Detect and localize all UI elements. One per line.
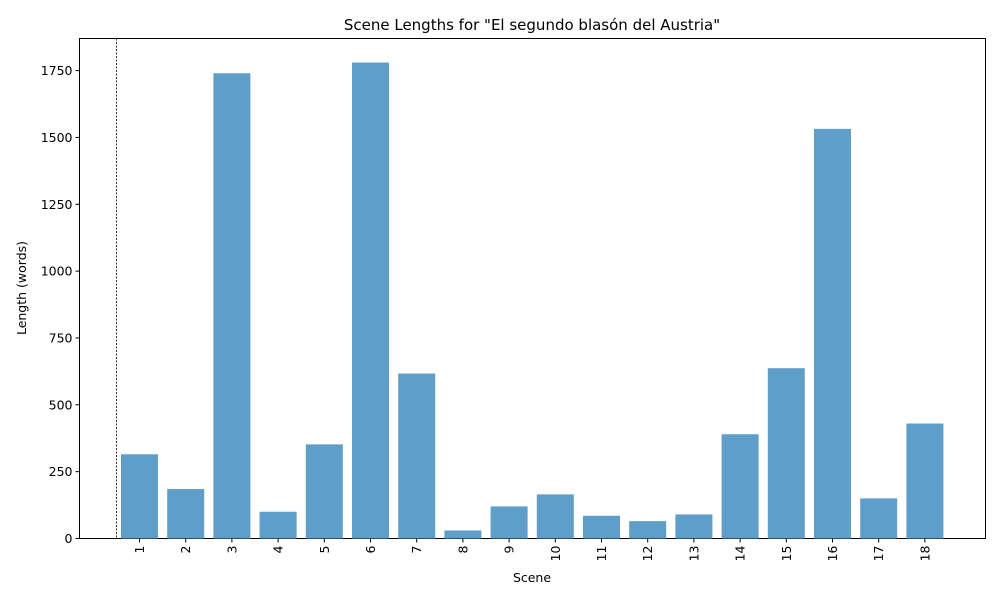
bar-scene-8 bbox=[444, 530, 482, 539]
x-tick-label: 18 bbox=[917, 545, 932, 561]
x-tick-label: 11 bbox=[594, 546, 609, 562]
y-tick-label: 500 bbox=[49, 397, 73, 412]
x-tick-label: 13 bbox=[686, 546, 701, 562]
y-tick-label: 1250 bbox=[41, 197, 73, 212]
x-tick-label: 1 bbox=[132, 546, 147, 554]
x-tick-label: 4 bbox=[271, 545, 286, 553]
plot-area bbox=[79, 38, 986, 539]
y-tick-label: 750 bbox=[49, 330, 73, 345]
bar-scene-15 bbox=[767, 368, 805, 539]
y-tick-label: 0 bbox=[65, 531, 73, 546]
y-tick-label: 1000 bbox=[41, 264, 73, 279]
bar-scene-16 bbox=[814, 128, 851, 539]
x-tick-label: 10 bbox=[548, 545, 563, 561]
bar-scene-10 bbox=[536, 494, 574, 539]
x-axis-label: Scene bbox=[513, 570, 551, 585]
x-tick-label: 14 bbox=[733, 545, 748, 561]
bar-scene-9 bbox=[490, 506, 528, 539]
y-axis-label: Length (words) bbox=[14, 241, 29, 335]
x-tick-label: 7 bbox=[409, 546, 424, 554]
bar-scene-13 bbox=[675, 514, 713, 539]
bar-scene-7 bbox=[398, 373, 436, 539]
x-tick-label: 17 bbox=[871, 546, 886, 562]
y-axis: 0 250 500 750 1000 1250 1500 1750 bbox=[41, 63, 80, 546]
bar-scene-11 bbox=[583, 515, 620, 539]
y-tick-label: 1750 bbox=[41, 63, 73, 78]
bar-scene-1 bbox=[121, 454, 158, 539]
x-tick-label: 8 bbox=[455, 545, 470, 553]
bars-group bbox=[121, 62, 944, 539]
y-tick-label: 1500 bbox=[41, 130, 73, 145]
bar-scene-12 bbox=[629, 521, 667, 539]
chart-title: Scene Lengths for "El segundo blasón del… bbox=[344, 16, 720, 34]
x-tick-label: 5 bbox=[317, 546, 332, 554]
y-tick-label: 250 bbox=[49, 464, 73, 479]
bar-scene-2 bbox=[167, 489, 205, 539]
bar-scene-18 bbox=[906, 423, 944, 539]
bar-scene-5 bbox=[305, 444, 343, 539]
x-tick-label: 2 bbox=[178, 546, 193, 554]
x-tick-label: 12 bbox=[640, 546, 655, 562]
bar-scene-4 bbox=[259, 511, 297, 539]
bar-scene-14 bbox=[721, 434, 759, 539]
bar-scene-6 bbox=[352, 62, 389, 539]
x-tick-label: 6 bbox=[363, 545, 378, 553]
x-tick-label: 16 bbox=[825, 545, 840, 561]
x-axis: 1 2 3 4 5 6 7 8 9 10 11 12 13 14 15 16 17 18 bbox=[132, 538, 932, 562]
x-tick-label: 9 bbox=[502, 545, 517, 553]
plot-frame bbox=[79, 38, 986, 539]
x-tick-label: 3 bbox=[224, 546, 239, 554]
bar-scene-17 bbox=[860, 498, 898, 539]
bar-scene-3 bbox=[213, 73, 251, 539]
x-tick-label: 15 bbox=[779, 546, 794, 562]
